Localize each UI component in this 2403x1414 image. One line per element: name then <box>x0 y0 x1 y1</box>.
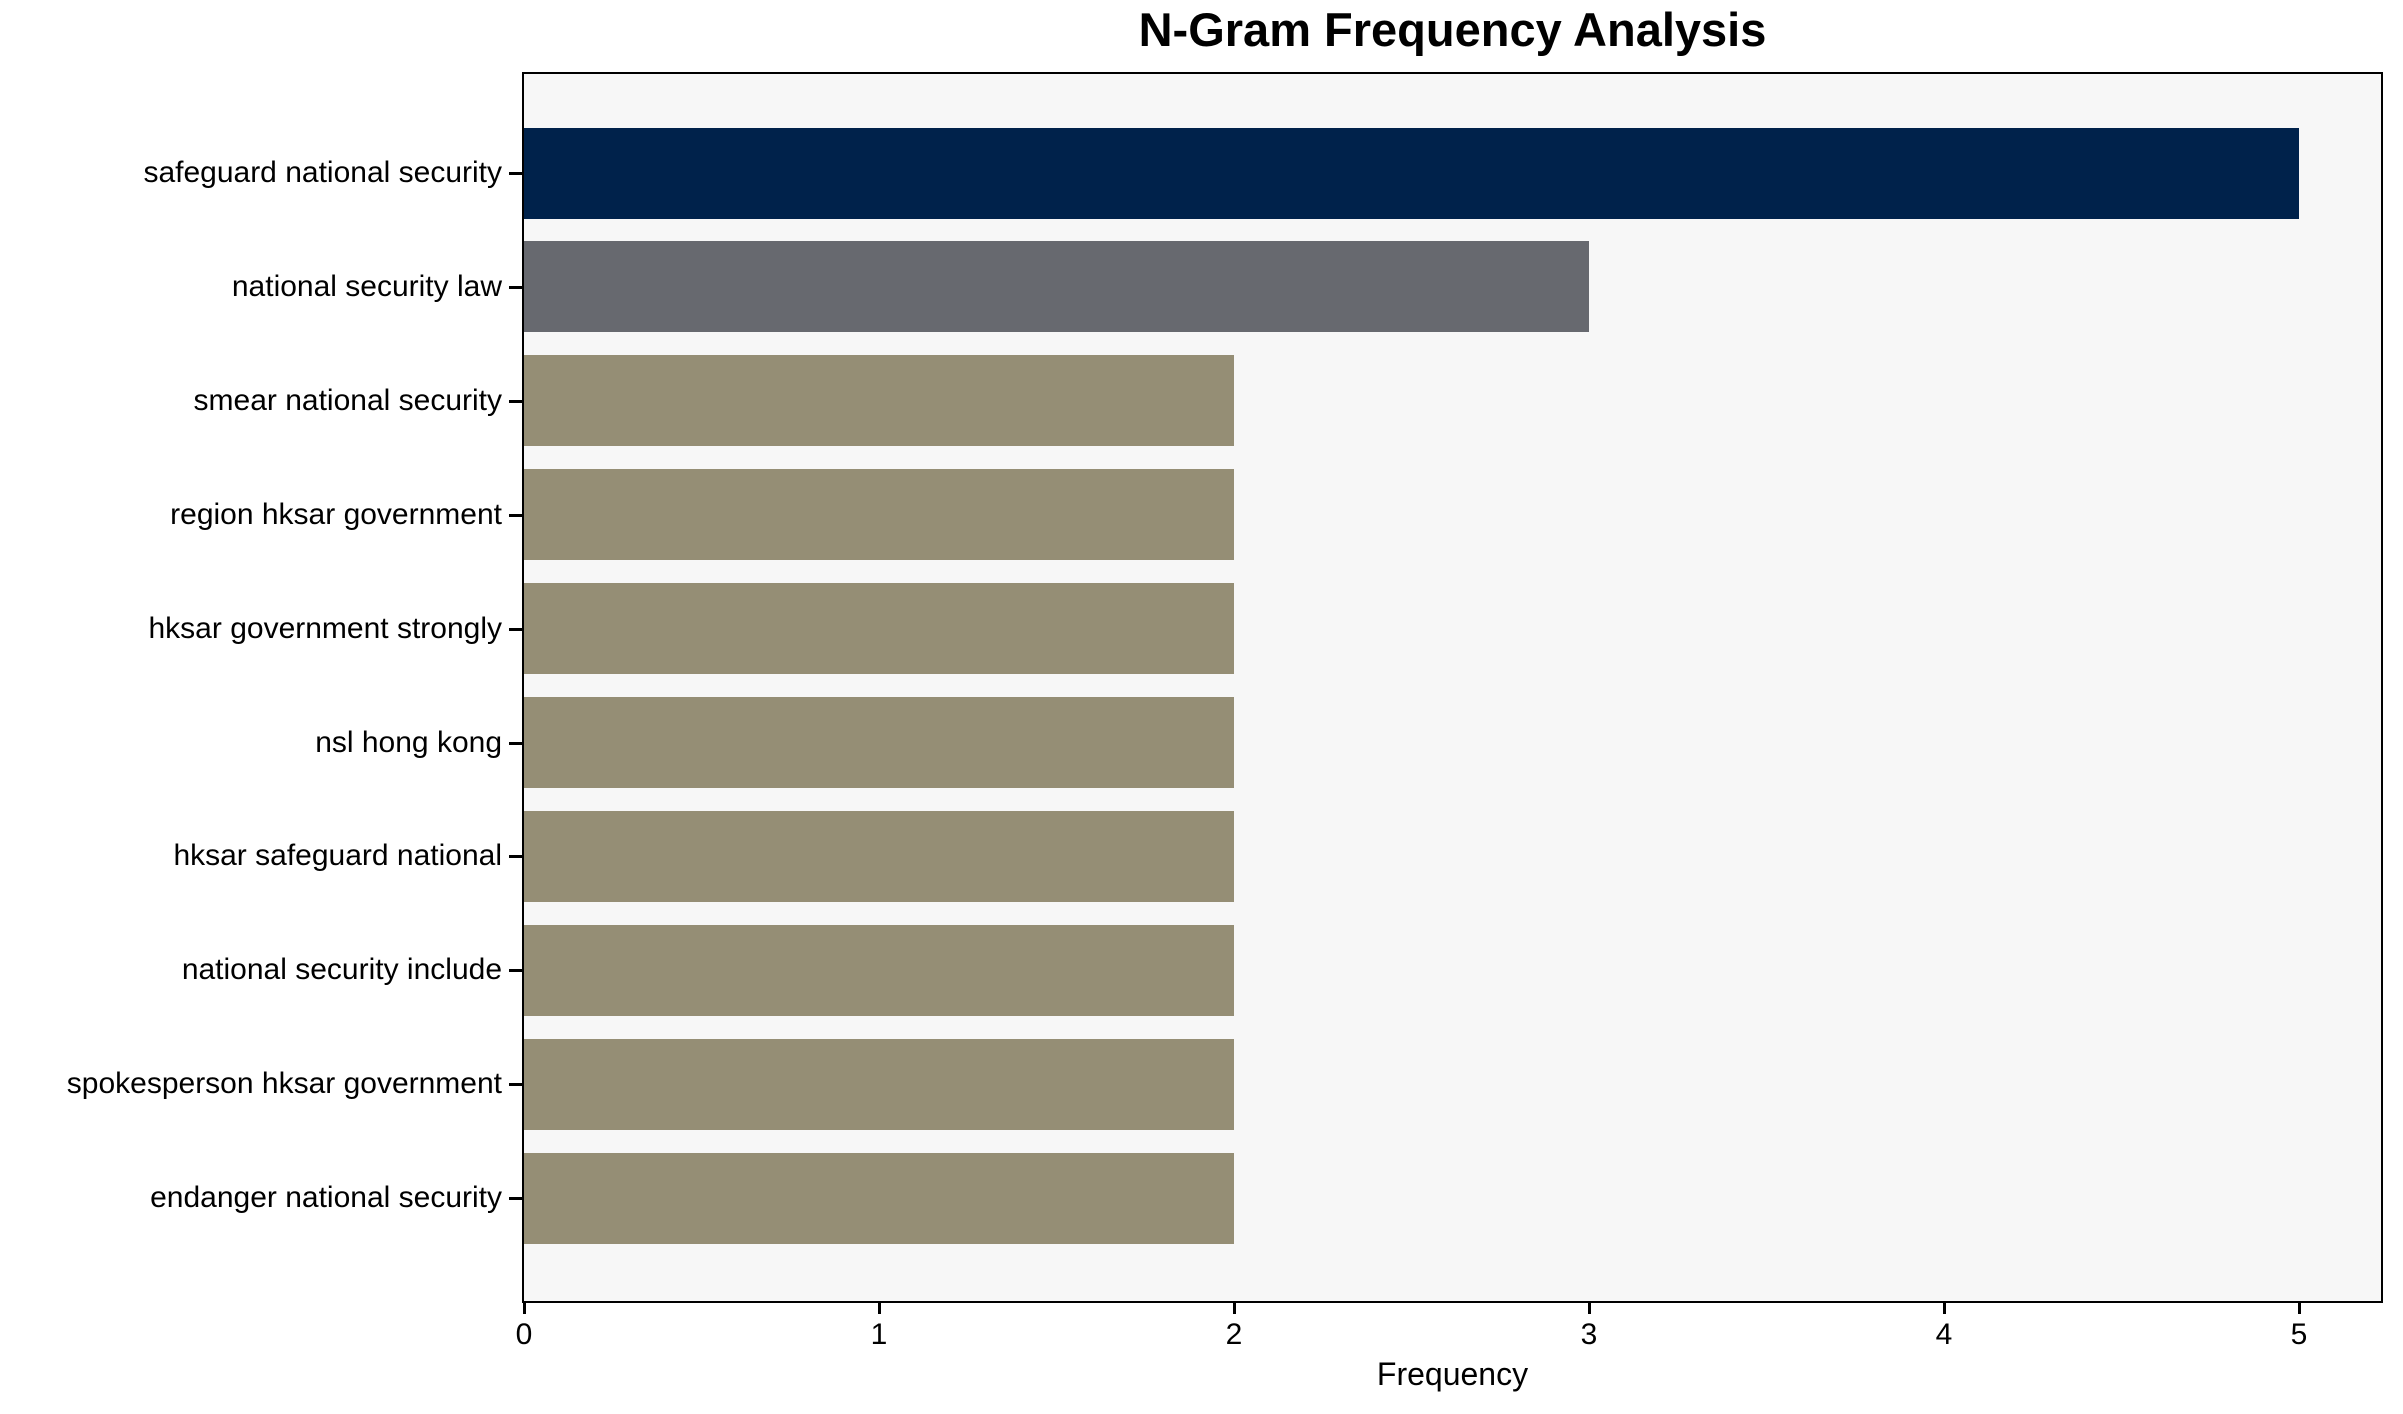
x-tick-mark <box>2298 1303 2301 1314</box>
bar <box>524 583 1234 674</box>
y-category-label: spokesperson hksar government <box>66 1067 502 1100</box>
y-category-label: safeguard national security <box>143 156 502 189</box>
x-axis-title: Frequency <box>1376 1356 1529 1392</box>
y-tick-mark <box>509 1083 522 1086</box>
y-tick-mark <box>509 514 522 517</box>
bar <box>524 355 1234 446</box>
y-tick-mark <box>509 969 522 972</box>
bar <box>524 1153 1234 1244</box>
y-category-label: hksar safeguard national <box>173 839 502 872</box>
x-tick-label: 2 <box>1225 1318 1243 1351</box>
y-tick-mark <box>509 1197 522 1200</box>
plot-area <box>522 72 2383 1303</box>
y-category-label: national security include <box>181 953 502 986</box>
bar <box>524 128 2299 219</box>
bar <box>524 697 1234 788</box>
y-tick-mark <box>509 742 522 745</box>
x-tick-label: 0 <box>515 1318 533 1351</box>
y-tick-mark <box>509 628 522 631</box>
x-tick-mark <box>878 1303 881 1314</box>
x-tick-mark <box>1233 1303 1236 1314</box>
x-tick-mark <box>523 1303 526 1314</box>
x-tick-label: 5 <box>2290 1318 2308 1351</box>
y-category-label: hksar government strongly <box>148 612 503 645</box>
y-category-label: region hksar government <box>170 498 502 531</box>
y-tick-mark <box>509 855 522 858</box>
bar <box>524 241 1589 332</box>
y-category-label: endanger national security <box>150 1181 502 1214</box>
y-category-label: nsl hong kong <box>315 726 502 759</box>
bar <box>524 1039 1234 1130</box>
y-category-label: national security law <box>231 270 502 303</box>
y-tick-mark <box>509 172 522 175</box>
y-tick-mark <box>509 400 522 403</box>
x-tick-label: 3 <box>1580 1318 1598 1351</box>
bar <box>524 469 1234 560</box>
x-tick-mark <box>1943 1303 1946 1314</box>
bar <box>524 811 1234 902</box>
y-tick-mark <box>509 286 522 289</box>
x-tick-mark <box>1588 1303 1591 1314</box>
x-tick-label: 1 <box>870 1318 888 1351</box>
bar <box>524 925 1234 1016</box>
chart-title: N-Gram Frequency Analysis <box>1138 3 1767 56</box>
x-tick-label: 4 <box>1935 1318 1953 1351</box>
y-category-label: smear national security <box>193 384 502 417</box>
